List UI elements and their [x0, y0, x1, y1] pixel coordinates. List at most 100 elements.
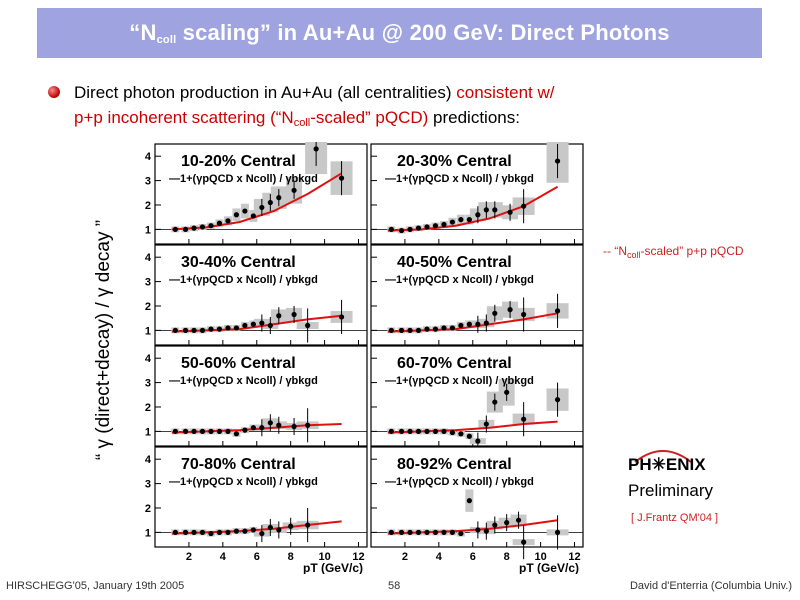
data-point — [191, 225, 197, 231]
y-tick-label: 1 — [145, 325, 151, 337]
data-point — [242, 427, 248, 433]
panel-label: 50-60% Central — [181, 355, 296, 372]
data-point — [276, 313, 282, 319]
data-point — [267, 322, 273, 329]
y-tick-label: 4 — [145, 353, 152, 365]
data-point — [492, 310, 498, 316]
data-point — [305, 322, 311, 329]
data-point — [172, 226, 178, 232]
y-tick-label: 3 — [145, 378, 151, 390]
y-tick-label: 2 — [145, 200, 151, 212]
side-legend-suffix: -scaled” p+p pQCD — [640, 244, 744, 258]
x-tick-label: 4 — [436, 551, 443, 563]
bullet-black-1: Direct photon production in Au+Au (all c… — [74, 83, 457, 102]
data-point — [492, 399, 498, 405]
data-point — [259, 425, 265, 431]
data-point — [250, 425, 256, 431]
data-point — [259, 204, 265, 211]
curve-label: —1+(γpQCD x Ncoll) / γbkgd — [385, 375, 534, 387]
data-point — [432, 223, 439, 229]
data-point — [521, 416, 527, 422]
data-point — [267, 524, 273, 531]
data-point — [233, 431, 240, 437]
side-legend-prefix: -- “N — [603, 244, 627, 258]
panel-label: 30-40% Central — [181, 254, 296, 271]
data-point — [259, 320, 265, 326]
curve-label: —1+(γpQCD x Ncoll) / γbkgd — [169, 173, 318, 185]
data-point — [441, 428, 447, 434]
data-point — [305, 522, 311, 528]
data-point — [233, 528, 240, 534]
panel-label: 20-30% Central — [397, 153, 512, 170]
y-tick-label: 3 — [145, 479, 151, 491]
data-point — [182, 327, 189, 333]
x-tick-label: 12 — [352, 551, 364, 563]
data-point — [242, 528, 248, 534]
data-point — [458, 322, 464, 329]
footer-right: David d'Enterria (Columbia Univ.) — [629, 580, 792, 592]
data-point — [554, 158, 561, 164]
phenix-logo-swoosh — [634, 450, 692, 463]
footer-left: HIRSCHEGG'05, January 19th 2005 — [6, 580, 185, 592]
y-tick-label: 4 — [145, 252, 152, 264]
data-point — [216, 529, 223, 535]
data-point — [466, 321, 472, 327]
data-point — [475, 527, 481, 533]
data-point — [398, 529, 405, 535]
x-tick-label: 10 — [534, 551, 546, 563]
data-point — [182, 529, 189, 535]
data-point — [225, 529, 231, 535]
data-point — [242, 322, 248, 329]
data-point — [208, 223, 214, 229]
data-point — [182, 226, 189, 232]
bullet-red-1: consistent w/ — [456, 83, 555, 102]
data-point — [172, 529, 178, 535]
slide-title: “Ncoll scaling” in Au+Au @ 200 GeV: Dire… — [129, 20, 669, 46]
x-tick-label: 12 — [568, 551, 580, 563]
data-point — [466, 217, 472, 223]
y-tick-label: 1 — [145, 527, 151, 539]
y-axis-label-wrap: “ γ (direct+decay) / γ decay ” — [84, 190, 124, 490]
reference-label: [ J.Frantz QM'04 ] — [631, 512, 719, 524]
data-point — [432, 326, 439, 332]
pqcd-curve — [387, 185, 559, 232]
data-point — [449, 219, 456, 225]
data-point — [233, 212, 240, 218]
data-point — [449, 429, 456, 436]
data-point — [475, 321, 481, 327]
title-prefix: “N — [129, 20, 157, 45]
side-legend-subscript: coll — [627, 250, 641, 260]
title-bar: “Ncoll scaling” in Au+Au @ 200 GeV: Dire… — [37, 8, 762, 58]
data-point — [483, 421, 489, 427]
data-point — [276, 422, 282, 428]
data-point — [466, 433, 472, 439]
curve-label: —1+(γpQCD x Ncoll) / γbkgd — [385, 274, 534, 286]
phenix-logo: PH✳ENIX — [628, 455, 706, 474]
data-point — [554, 529, 561, 535]
y-tick-label: 1 — [145, 426, 151, 438]
data-point — [441, 221, 447, 228]
data-point — [216, 220, 223, 226]
data-point — [291, 423, 297, 430]
curve-label: —1+(γpQCD x Ncoll) / γbkgd — [385, 173, 534, 185]
data-point — [191, 327, 197, 333]
x-tick-label: 4 — [220, 551, 227, 563]
data-point — [424, 224, 430, 230]
curve-label: —1+(γpQCD x Ncoll) / γbkgd — [169, 476, 318, 488]
data-point — [225, 325, 231, 331]
data-point — [449, 529, 456, 535]
panel-label: 40-50% Central — [397, 254, 512, 271]
x-axis-title: pT (GeV/c) — [519, 561, 579, 574]
data-point — [554, 397, 561, 403]
data-point — [483, 320, 489, 326]
data-point — [554, 308, 561, 314]
panel-label: 70-80% Central — [181, 456, 296, 473]
data-point — [515, 517, 522, 523]
data-point — [172, 327, 178, 333]
data-point — [466, 498, 472, 504]
bullet-icon — [48, 86, 60, 98]
data-point — [338, 314, 345, 320]
data-point — [288, 523, 294, 529]
data-point — [242, 208, 248, 214]
